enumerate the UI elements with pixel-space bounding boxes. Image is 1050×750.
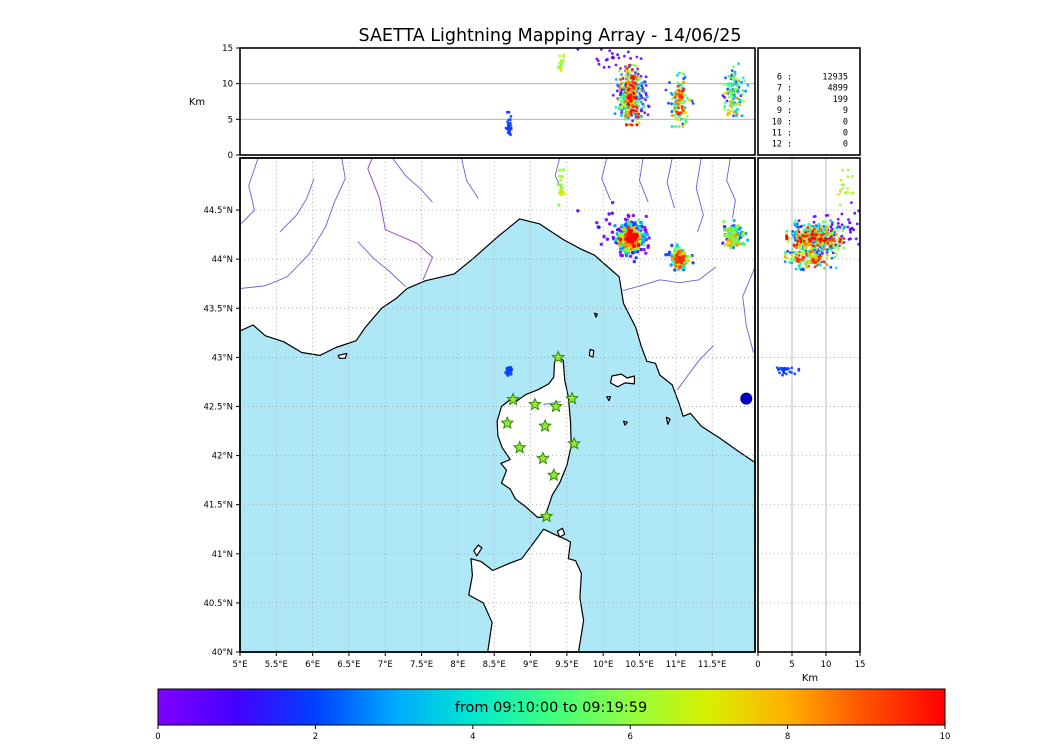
count-hour-label: 7 (777, 84, 782, 94)
lightning-points-altitude (504, 48, 750, 137)
count-hour-label: 11 (772, 129, 782, 139)
longitude-tick-label: 8.5°E (483, 660, 506, 670)
longitude-tick-label: 9°E (523, 660, 538, 670)
km-tick-label: 15 (855, 660, 866, 670)
count-hour-label: 6 (777, 73, 782, 83)
right-km-axis-label: Km (802, 673, 818, 684)
station-marker (538, 418, 553, 433)
colorbar-tick-label: 0 (155, 732, 160, 742)
count-separator: : (787, 95, 792, 105)
altitude-tick-label: 15 (222, 44, 233, 54)
longitude-tick-label: 6°E (305, 660, 320, 670)
colorbar-tick-label: 6 (627, 732, 632, 742)
colorbar-tick-label: 8 (785, 732, 790, 742)
station-marker (500, 415, 515, 430)
count-hour-label: 12 (772, 140, 782, 150)
longitude-tick-label: 7°E (378, 660, 393, 670)
count-separator: : (787, 117, 792, 127)
count-value: 12935 (822, 73, 848, 83)
count-value: 199 (833, 95, 848, 105)
count-hour-label: 8 (777, 95, 782, 105)
km-tick-label: 0 (755, 660, 760, 670)
longitude-tick-label: 10.5°E (625, 660, 654, 670)
count-separator: : (787, 129, 792, 139)
km-tick-label: 5 (789, 660, 794, 670)
count-value: 9 (843, 106, 848, 116)
altitude-axis-label: Km (189, 97, 205, 108)
count-separator: : (787, 73, 792, 83)
altitude-tick-label: 0 (228, 151, 233, 161)
longitude-tick-label: 9.5°E (555, 660, 578, 670)
longitude-tick-label: 8°E (450, 660, 465, 670)
latitude-tick-label: 43°N (212, 353, 233, 363)
colorbar-tick-label: 4 (470, 732, 475, 742)
longitude-tick-label: 11°E (666, 660, 686, 670)
time-colorbar: 0 2 4 6 8 10 (155, 688, 951, 742)
altitude-tick-label: 5 (228, 115, 233, 125)
longitude-tick-label: 5.5°E (265, 660, 288, 670)
count-value: 0 (843, 129, 848, 139)
station-marker (551, 350, 566, 364)
altitude-latitude-panel: 0 5 10 15 (755, 157, 866, 670)
lightning-points-map (504, 168, 753, 405)
station-marker (527, 397, 542, 411)
large-navy-marker (740, 392, 753, 405)
latitude-tick-label: 42°N (212, 452, 233, 462)
count-separator: : (787, 140, 792, 150)
station-marker (564, 391, 579, 405)
latitude-tick-label: 41.5°N (203, 501, 233, 511)
latitude-tick-label: 44°N (212, 255, 233, 265)
latitude-tick-label: 42.5°N (203, 402, 233, 412)
longitude-tick-label: 6.5°E (337, 660, 360, 670)
station-marker (506, 392, 521, 406)
station-marker (512, 440, 527, 454)
count-value: 0 (843, 117, 848, 127)
station-marker (549, 399, 563, 413)
count-separator: : (787, 84, 792, 94)
colorbar-label: from 09:10:00 to 09:19:59 (455, 700, 647, 716)
count-hour-label: 10 (772, 117, 782, 127)
longitude-tick-label: 7.5°E (410, 660, 433, 670)
count-separator: : (787, 106, 792, 116)
station-marker (567, 436, 582, 450)
figure-title: SAETTA Lightning Mapping Array - 14/06/2… (359, 26, 742, 46)
colorbar-tick-label: 2 (313, 732, 318, 742)
lightning-points-latitude (775, 168, 860, 377)
km-tick-label: 10 (821, 660, 832, 670)
latitude-tick-label: 40.5°N (203, 599, 233, 609)
count-hour-label: 9 (777, 106, 782, 116)
latitude-tick-label: 44.5°N (203, 206, 233, 216)
latitude-tick-label: 43.5°N (203, 304, 233, 314)
latitude-tick-label: 40°N (212, 648, 233, 658)
count-value: 4899 (828, 84, 848, 94)
colorbar-tick-label: 10 (940, 732, 951, 742)
longitude-tick-label: 10°E (593, 660, 613, 670)
longitude-tick-label: 5°E (232, 660, 247, 670)
geographic-map-panel: 5°E 5.5°E 6°E 6.5°E 7°E 7.5°E 8°E 8.5°E 9°E 9.5°E… (203, 157, 756, 670)
longitude-tick-label: 11.5°E (698, 660, 727, 670)
altitude-tick-label: 10 (222, 80, 233, 90)
station-marker (535, 451, 550, 465)
station-marker (546, 467, 561, 482)
altitude-longitude-panel: 0 5 10 15 (222, 44, 756, 161)
station-marker (539, 509, 554, 523)
latitude-tick-label: 41°N (212, 550, 233, 560)
count-value: 0 (843, 140, 848, 150)
